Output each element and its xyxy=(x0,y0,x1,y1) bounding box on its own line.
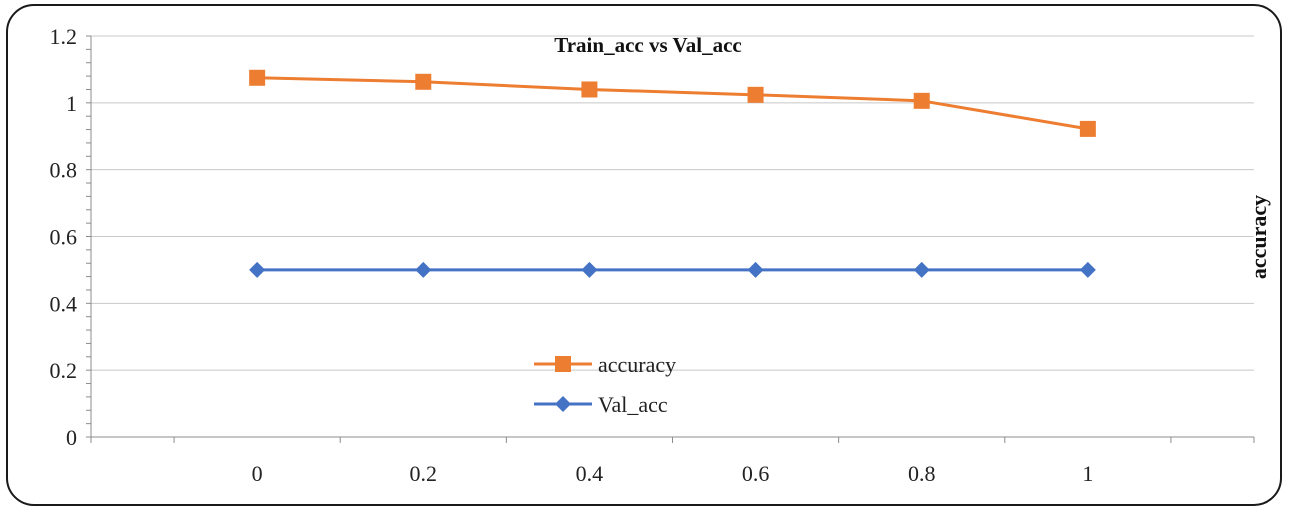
data-point xyxy=(415,261,432,278)
legend-label: Val_acc xyxy=(598,392,668,417)
y-tick-label: 0.8 xyxy=(50,158,78,183)
series-accuracy xyxy=(249,69,1096,137)
y-tick-label: 1 xyxy=(66,91,77,116)
x-tick-label: 0.8 xyxy=(908,461,936,486)
y-axis-label: accuracy xyxy=(1246,195,1271,279)
chart-title: Train_acc vs Val_acc xyxy=(554,33,741,57)
data-point xyxy=(581,81,598,98)
legend-marker xyxy=(555,356,571,372)
y-tick-label: 0 xyxy=(66,425,77,450)
data-point xyxy=(913,261,930,278)
series-line xyxy=(257,76,1089,131)
x-tick-label: 0 xyxy=(252,461,263,486)
data-point xyxy=(249,69,266,86)
legend: accuracy Val_acc xyxy=(534,352,676,417)
data-point xyxy=(249,261,266,278)
data-point xyxy=(1079,261,1096,278)
data-point xyxy=(913,92,930,109)
chart-frame xyxy=(6,4,1282,506)
x-tick-label: 0.6 xyxy=(742,461,770,486)
legend-marker xyxy=(555,396,571,412)
legend-label: accuracy xyxy=(598,352,676,377)
x-tick-label: 0.4 xyxy=(576,461,604,486)
data-point xyxy=(747,86,764,103)
data-point xyxy=(747,261,764,278)
y-tick-label: 0.2 xyxy=(50,358,78,383)
legend-item: Val_acc xyxy=(534,392,668,417)
grid-layer xyxy=(91,35,1254,371)
data-point xyxy=(415,73,432,90)
data-point xyxy=(581,261,598,278)
data-point xyxy=(1079,120,1096,137)
x-tick-label: 1 xyxy=(1082,461,1093,486)
legend-item: accuracy xyxy=(534,352,676,377)
axis-layer: 0 0.2 0.4 0.6 0.8 1 1.2 0 0.2 0.4 0.6 0.8 1 xyxy=(50,24,1255,486)
series-val-acc xyxy=(249,261,1096,278)
x-tick-label: 0.2 xyxy=(410,461,438,486)
series-layer xyxy=(249,69,1096,278)
y-tick-label: 0.4 xyxy=(50,291,78,316)
y-tick-label: 1.2 xyxy=(50,24,78,49)
y-tick-label: 0.6 xyxy=(50,225,78,250)
